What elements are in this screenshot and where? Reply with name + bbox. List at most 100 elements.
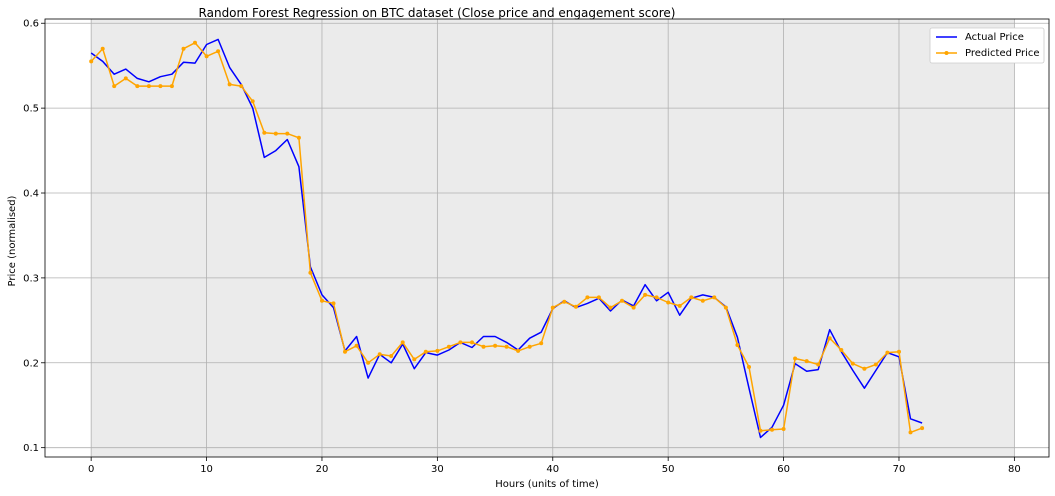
data-point-predicted-price (435, 348, 440, 353)
data-point-predicted-price (781, 427, 786, 431)
data-point-predicted-price (573, 304, 578, 309)
data-point-predicted-price (377, 352, 382, 357)
data-point-predicted-price (481, 344, 486, 349)
data-point-predicted-price (516, 348, 521, 353)
data-point-predicted-price (123, 76, 128, 81)
data-point-predicted-price (458, 340, 463, 345)
data-point-predicted-price (320, 298, 324, 303)
data-point-predicted-price (158, 84, 163, 89)
data-point-predicted-price (700, 298, 705, 303)
data-point-predicted-price (308, 270, 313, 275)
chart-title: Random Forest Regression on BTC dataset … (199, 6, 676, 20)
data-point-predicted-price (816, 362, 821, 367)
data-point-predicted-price (735, 343, 740, 347)
data-point-predicted-price (550, 305, 555, 310)
data-point-predicted-price (689, 295, 694, 300)
data-point-predicted-price (897, 349, 901, 354)
data-point-predicted-price (135, 84, 140, 89)
data-point-predicted-price (331, 301, 336, 306)
data-point-predicted-price (216, 49, 221, 54)
data-point-predicted-price (169, 84, 174, 89)
x-tick-label: 20 (316, 464, 329, 475)
x-tick-label: 50 (662, 464, 675, 475)
y-axis-ticks: 0.1 0.2 0.3 0.4 0.5 0.6 (23, 19, 45, 454)
data-point-predicted-price (112, 84, 117, 89)
y-tick-label: 0.3 (23, 273, 39, 284)
legend-marker-predicted (944, 51, 949, 55)
data-point-predicted-price (677, 303, 682, 308)
data-point-predicted-price (885, 350, 890, 355)
series-line-actual-price (90, 38, 923, 439)
data-point-predicted-price (643, 292, 648, 297)
data-point-predicted-price (146, 84, 151, 89)
data-point-predicted-price (827, 336, 832, 341)
data-point-predicted-price (354, 343, 359, 348)
data-point-predicted-price (539, 341, 544, 346)
data-point-predicted-price (204, 54, 209, 59)
data-point-predicted-price (712, 295, 717, 300)
data-point-predicted-price (296, 135, 301, 140)
data-point-predicted-price (493, 343, 498, 348)
data-point-predicted-price (470, 340, 474, 345)
data-point-predicted-price (366, 360, 371, 365)
data-point-predicted-price (770, 427, 774, 432)
data-point-predicted-price (181, 46, 186, 51)
data-point-predicted-price (585, 295, 590, 300)
y-tick-label: 0.5 (23, 104, 39, 115)
data-point-predicted-price (285, 131, 290, 136)
x-tick-label: 80 (1008, 464, 1021, 475)
x-axis-ticks: 0 10 20 30 40 50 60 70 80 (88, 457, 1021, 475)
data-point-predicted-price (527, 344, 532, 349)
data-point-predicted-price (412, 357, 417, 362)
legend: Actual Price Predicted Price (929, 27, 1045, 64)
data-point-predicted-price (100, 46, 105, 51)
data-point-predicted-price (227, 82, 232, 87)
data-point-predicted-price (723, 305, 728, 310)
data-point-predicted-price (446, 344, 451, 349)
data-point-predicted-price (193, 40, 197, 45)
data-point-predicted-price (389, 354, 394, 358)
x-tick-label: 30 (431, 464, 444, 475)
plot-area (44, 18, 1050, 458)
series-layer (89, 38, 925, 439)
data-point-predicted-price (631, 305, 636, 310)
data-point-predicted-price (654, 295, 659, 300)
x-axis-label: Hours (units of time) (495, 479, 599, 490)
legend-label-actual: Actual Price (965, 32, 1024, 43)
data-point-predicted-price (562, 299, 567, 304)
data-point-predicted-price (747, 365, 751, 369)
y-tick-label: 0.2 (23, 358, 39, 369)
data-point-predicted-price (804, 359, 809, 364)
x-tick-label: 0 (88, 464, 94, 475)
data-point-predicted-price (666, 300, 671, 305)
data-point-predicted-price (504, 344, 509, 349)
x-tick-label: 60 (777, 464, 790, 475)
data-point-predicted-price (850, 361, 855, 366)
data-point-predicted-price (239, 84, 244, 89)
legend-label-predicted: Predicted Price (965, 48, 1040, 59)
data-point-predicted-price (250, 99, 255, 104)
data-point-predicted-price (908, 430, 913, 435)
y-tick-label: 0.6 (23, 19, 39, 30)
axes-frame (44, 18, 1050, 458)
data-point-predicted-price (920, 426, 925, 431)
data-point-predicted-price (839, 348, 844, 352)
data-point-predicted-price (862, 366, 867, 371)
data-point-predicted-price (423, 349, 428, 354)
data-point-predicted-price (873, 362, 878, 367)
data-point-predicted-price (262, 130, 267, 135)
data-point-predicted-price (89, 59, 94, 64)
grid (45, 19, 1049, 457)
y-tick-label: 0.4 (23, 189, 39, 200)
data-point-predicted-price (608, 305, 613, 310)
data-point-predicted-price (793, 356, 798, 361)
x-tick-label: 70 (893, 464, 906, 475)
data-point-predicted-price (273, 131, 278, 136)
data-point-predicted-price (343, 349, 347, 354)
data-point-predicted-price (596, 295, 601, 300)
x-tick-label: 40 (546, 464, 559, 475)
data-point-predicted-price (758, 428, 763, 433)
data-point-predicted-price (620, 298, 624, 303)
x-tick-label: 10 (200, 464, 213, 475)
